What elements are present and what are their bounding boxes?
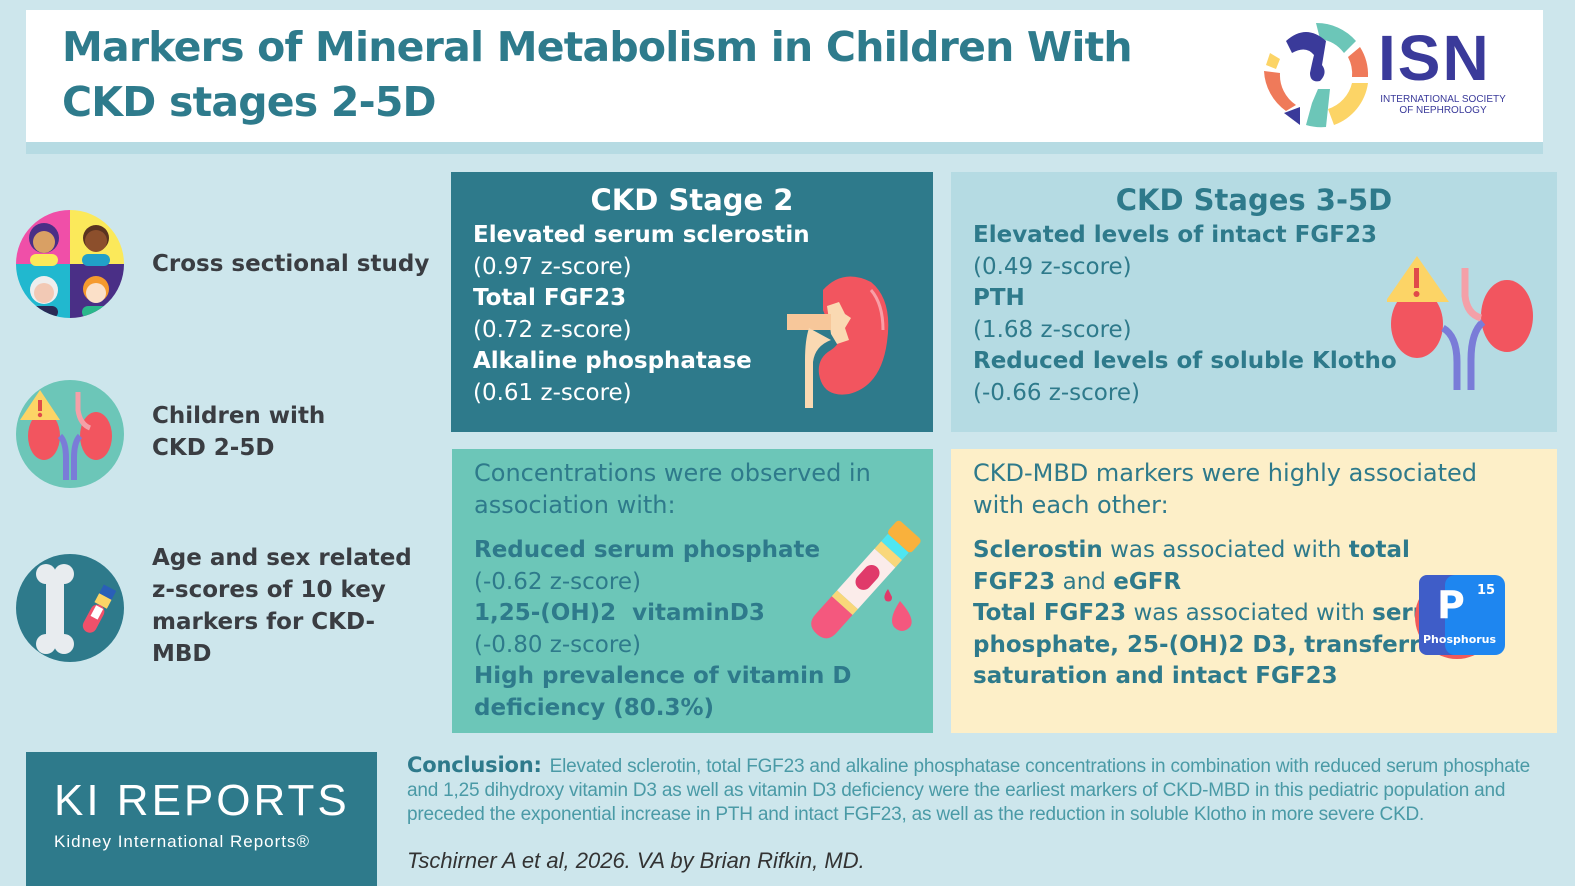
marker-term: Sclerostin xyxy=(973,537,1103,563)
association-panel: Concentrations were observed in associat… xyxy=(452,449,933,733)
marker-label: Elevated levels of intact FGF23 xyxy=(973,222,1377,248)
association-statement: Total FGF23 was associated with serum ph… xyxy=(973,598,1503,693)
conclusion: Conclusion: Elevated sclerotin, total FGF… xyxy=(407,753,1557,826)
marker-label: Reduced levels of soluble Klotho xyxy=(973,348,1397,374)
marker-label: 1,25-(OH)2 vitaminD3 xyxy=(474,600,765,626)
kidney-icon xyxy=(787,276,889,408)
marker-value: (-0.80 z-score) xyxy=(474,631,641,658)
study-design-item: Children with CKD 2-5D xyxy=(0,380,440,490)
study-design-text: Age and sex related z-scores of 10 key m… xyxy=(152,545,412,667)
study-design-item: Cross sectional study xyxy=(0,210,440,320)
element-symbol: P xyxy=(1437,583,1465,627)
journal-title: KI REPORTS xyxy=(54,776,350,825)
marker-value: (0.97 z-score) xyxy=(473,253,632,280)
panel-intro: CKD-MBD markers were highly associated w… xyxy=(973,459,1478,519)
marker-label: Elevated serum sclerostin xyxy=(473,222,810,248)
kidneys-warning-icon xyxy=(1387,256,1533,390)
connector-text: and xyxy=(1055,568,1114,595)
marker-label: PTH xyxy=(973,285,1025,311)
connector-text: was associated with xyxy=(1126,600,1373,626)
header-banner: Markers of Mineral Metabolism in Childre… xyxy=(26,10,1543,142)
page-title: Markers of Mineral Metabolism in Childre… xyxy=(62,23,1133,126)
marker-value: (-0.66 z-score) xyxy=(973,379,1140,406)
conclusion-label: Conclusion: xyxy=(407,753,542,777)
study-design-item: Age and sex related z-scores of 10 key m… xyxy=(0,545,440,667)
marker-value: (1.68 z-score) xyxy=(973,316,1132,343)
ki-reports-logo: KI REPORTS Kidney International Reports® xyxy=(26,752,377,886)
marker-term: eGFR xyxy=(1113,568,1182,595)
panel-intro: Concentrations were observed in associat… xyxy=(474,459,871,519)
marker-value: (0.49 z-score) xyxy=(973,253,1132,280)
marker-value: (0.72 z-score) xyxy=(473,316,632,343)
marker-label: Alkaline phosphatase xyxy=(473,348,752,374)
isn-subtitle: INTERNATIONAL SOCIETY OF NEPHROLOGY xyxy=(1380,94,1506,116)
association-statement: Sclerostin was associated with total FGF… xyxy=(973,535,1423,598)
element-name: Phosphorus xyxy=(1423,633,1497,646)
ckd-stages35-panel: CKD Stages 3-5D Elevated levels of intac… xyxy=(951,172,1557,432)
element-number: 15 xyxy=(1477,583,1496,598)
panel-title: CKD Stage 2 xyxy=(590,183,794,217)
marker-value: (0.61 z-score) xyxy=(473,379,632,406)
ckd-mbd-panel: CKD-MBD markers were highly associated w… xyxy=(951,449,1557,733)
conclusion-text: Elevated sclerotin, total FGF23 and alka… xyxy=(407,756,1531,825)
ckd-stage2-panel: CKD Stage 2 Elevated serum sclerostin (0… xyxy=(451,172,933,432)
journal-subtitle: Kidney International Reports® xyxy=(54,832,311,851)
marker-term: total FGF23 xyxy=(973,537,1410,595)
study-design-text: Cross sectional study xyxy=(152,251,430,277)
marker-label: High prevalence of vitamin D deficiency … xyxy=(474,663,852,721)
header-shadow xyxy=(26,142,1543,154)
kidney-warning-icon xyxy=(16,380,124,488)
citation: Tschirner A et al, 2026. VA by Brian Rif… xyxy=(407,848,865,873)
phosphorus-element-icon: P 15 Phosphorus xyxy=(1415,573,1505,663)
children-group-icon xyxy=(16,210,124,318)
isn-logo-icon xyxy=(1264,22,1369,128)
panel-title: CKD Stages 3-5D xyxy=(1115,183,1393,217)
marker-label: Total FGF23 xyxy=(473,285,627,311)
marker-label: Reduced serum phosphate xyxy=(474,537,821,563)
blood-test-tube-icon xyxy=(811,520,921,639)
marker-term: Total FGF23 xyxy=(973,600,1127,626)
connector-text: was associated with xyxy=(1102,537,1349,563)
marker-term: serum phosphate, 25-(OH)2 D3, transferri… xyxy=(973,600,1454,689)
study-design-text: Children with CKD 2-5D xyxy=(152,403,326,461)
bone-test-tube-icon xyxy=(16,554,124,662)
isn-wordmark: ISN xyxy=(1378,22,1491,94)
marker-value: (-0.62 z-score) xyxy=(474,568,641,595)
